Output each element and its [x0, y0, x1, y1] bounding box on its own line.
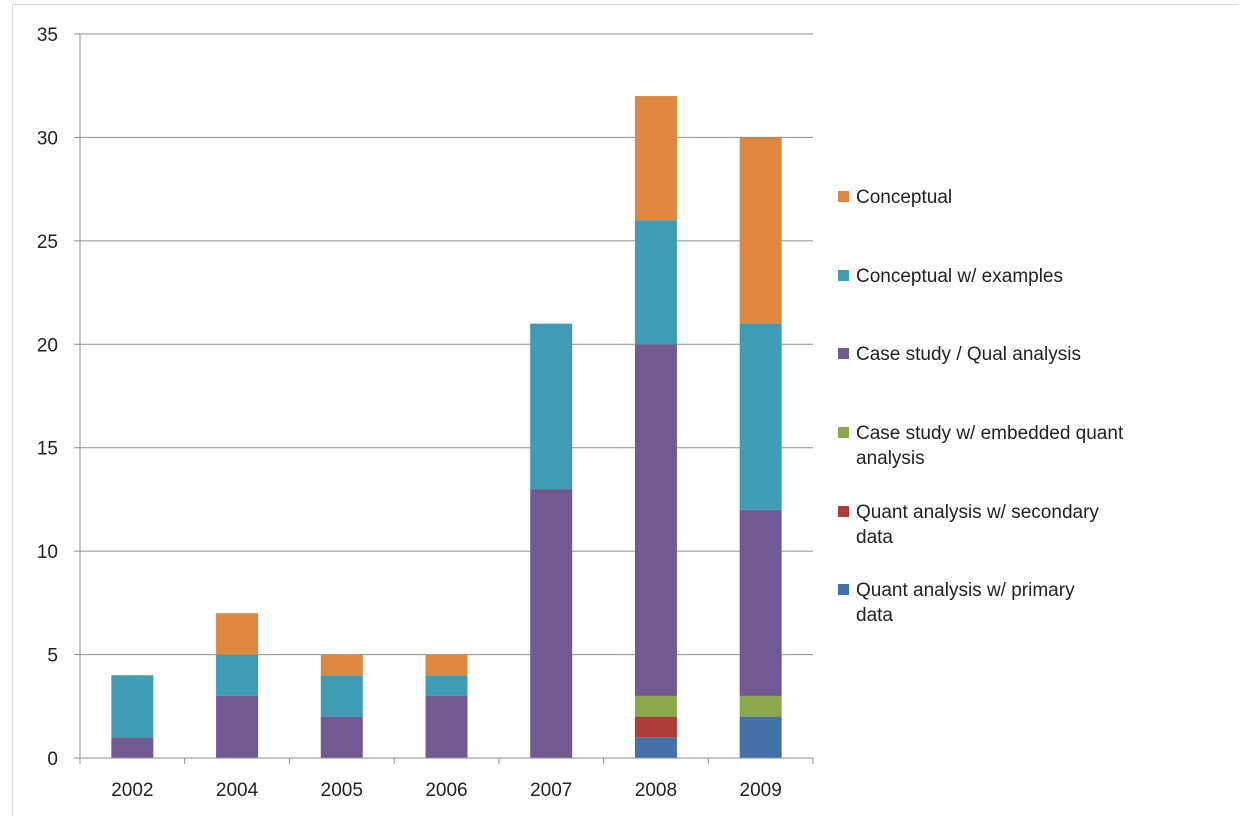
x-tick-label: 2008	[635, 780, 677, 801]
bar-segment	[425, 695, 468, 758]
bar-segment	[530, 489, 573, 758]
axes: 0 5 10 15 20 25 30 35 2002 2004 2005 2006 2007 2008 20…	[37, 25, 814, 801]
bars	[111, 96, 782, 758]
x-tick-label: 2005	[321, 780, 363, 801]
legend-label: Quant analysis w/ secondary data	[856, 502, 1099, 548]
legend-swatch	[838, 427, 849, 438]
legend-label: Case study / Qual analysis	[856, 344, 1081, 365]
bar-segment	[425, 675, 468, 696]
y-tick-label: 25	[37, 232, 58, 253]
bar-segment	[739, 137, 782, 324]
bar-segment	[634, 716, 677, 738]
y-tick-label: 20	[37, 335, 58, 356]
gridlines	[80, 33, 813, 656]
y-tick-label: 30	[37, 128, 58, 149]
x-tick-label: 2009	[740, 780, 782, 801]
bar-segment	[634, 96, 677, 221]
x-tick-label: 2002	[111, 780, 153, 801]
bar-segment	[634, 344, 677, 696]
bar-segment	[216, 695, 259, 758]
legend-swatch	[838, 348, 849, 359]
bar-segment	[739, 716, 782, 758]
bar-segment	[634, 737, 677, 758]
bar-segment	[216, 613, 259, 655]
bar-segment	[216, 654, 259, 696]
chart-frame	[12, 4, 1238, 816]
legend-swatch	[838, 584, 849, 595]
y-tick-label: 10	[37, 542, 58, 563]
x-tick-label: 2007	[530, 780, 572, 801]
y-tick-label: 35	[37, 25, 58, 46]
legend-swatch	[838, 191, 849, 202]
bar-segment	[634, 695, 677, 717]
legend-label: Conceptual	[856, 187, 952, 208]
x-tick-label: 2004	[216, 780, 259, 801]
legend-label: Case study w/ embedded quant analysis	[856, 423, 1124, 469]
legend: Conceptual Conceptual w/ examples Case stu…	[838, 187, 1124, 626]
bar-segment	[739, 323, 782, 510]
bar-segment	[739, 695, 782, 717]
bar-segment	[530, 323, 573, 490]
y-tick-label: 5	[47, 646, 58, 667]
y-tick-label: 15	[37, 439, 58, 460]
bar-segment	[111, 737, 154, 758]
legend-swatch	[838, 506, 849, 517]
legend-label: Conceptual w/ examples	[856, 266, 1063, 287]
bar-segment	[634, 220, 677, 345]
bar-segment	[111, 675, 154, 738]
legend-swatch	[838, 270, 849, 281]
x-tick-label: 2006	[425, 780, 467, 801]
legend-label: Quant analysis w/ primary data	[856, 580, 1075, 626]
y-tick-label: 0	[47, 749, 58, 770]
bar-segment	[320, 675, 363, 717]
bar-segment	[425, 654, 468, 676]
bar-segment	[739, 509, 782, 696]
bar-segment	[320, 716, 363, 758]
bar-segment	[320, 654, 363, 676]
